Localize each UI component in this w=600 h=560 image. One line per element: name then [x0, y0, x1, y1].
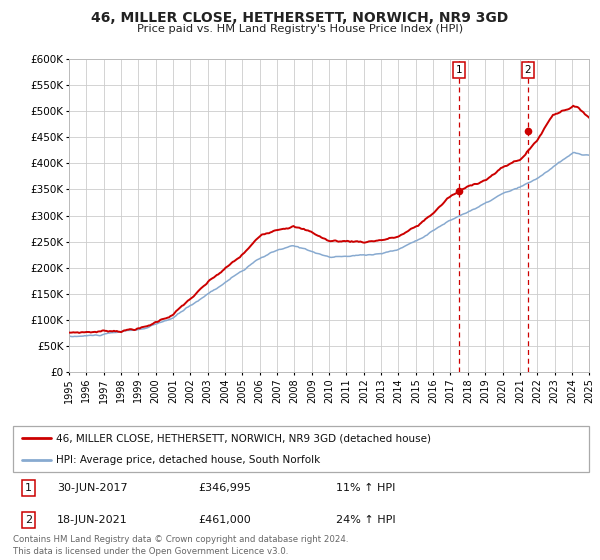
Text: 1: 1: [25, 483, 32, 493]
Text: Contains HM Land Registry data © Crown copyright and database right 2024.
This d: Contains HM Land Registry data © Crown c…: [13, 535, 349, 556]
Text: 1: 1: [456, 66, 463, 75]
Text: 46, MILLER CLOSE, HETHERSETT, NORWICH, NR9 3GD: 46, MILLER CLOSE, HETHERSETT, NORWICH, N…: [91, 11, 509, 25]
Text: HPI: Average price, detached house, South Norfolk: HPI: Average price, detached house, Sout…: [56, 455, 320, 465]
Text: 30-JUN-2017: 30-JUN-2017: [57, 483, 128, 493]
Text: 46, MILLER CLOSE, HETHERSETT, NORWICH, NR9 3GD (detached house): 46, MILLER CLOSE, HETHERSETT, NORWICH, N…: [56, 433, 431, 444]
Text: 2: 2: [25, 515, 32, 525]
Text: 2: 2: [524, 66, 532, 75]
Text: £461,000: £461,000: [198, 515, 251, 525]
Text: £346,995: £346,995: [198, 483, 251, 493]
Text: 11% ↑ HPI: 11% ↑ HPI: [336, 483, 395, 493]
FancyBboxPatch shape: [13, 426, 589, 472]
Text: 18-JUN-2021: 18-JUN-2021: [57, 515, 128, 525]
Text: Price paid vs. HM Land Registry's House Price Index (HPI): Price paid vs. HM Land Registry's House …: [137, 24, 463, 34]
Text: 24% ↑ HPI: 24% ↑ HPI: [336, 515, 395, 525]
